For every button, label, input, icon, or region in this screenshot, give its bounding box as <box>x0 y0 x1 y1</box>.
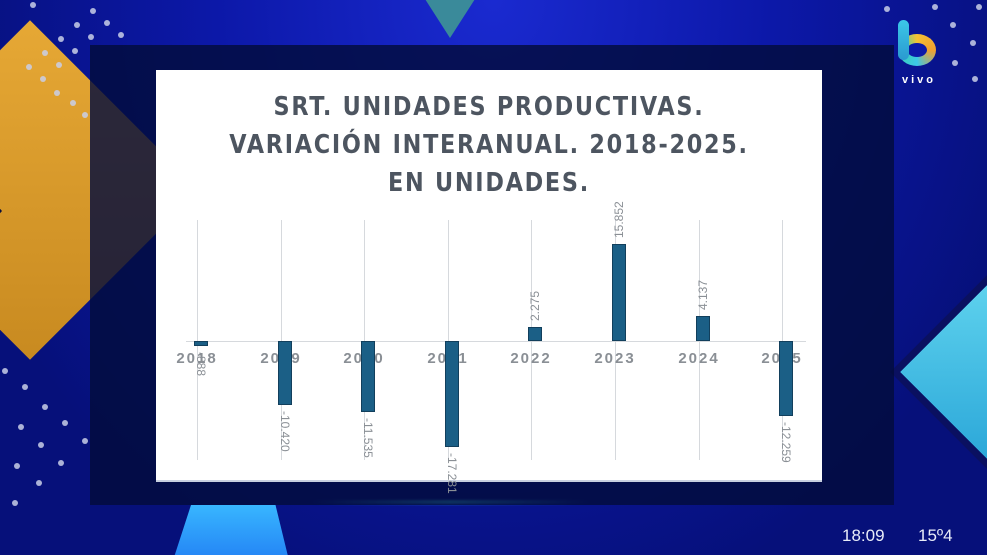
decorative-cyan-diamond <box>890 270 987 474</box>
data-value-label: 2.275 <box>528 290 542 321</box>
data-bar <box>696 316 710 341</box>
data-bar <box>445 341 459 447</box>
chart-title: SRT. UNIDADES PRODUCTIVAS. VARIACIÓN INT… <box>203 88 776 202</box>
vertical-gridline <box>197 220 198 460</box>
broadcast-clock: 18:09 <box>842 526 885 545</box>
broadcast-temperature: 15º4 <box>918 526 953 545</box>
data-value-label: -11.535 <box>361 418 375 458</box>
data-value-label: -10.420 <box>278 411 292 452</box>
decorative-dark-arrow <box>0 175 2 247</box>
data-value-label: 15.852 <box>612 201 626 238</box>
chart-title-line-2: VARIACIÓN INTERANUAL. 2018-2025. <box>229 130 749 160</box>
vertical-gridline <box>364 220 365 460</box>
x-axis-label: 2023 <box>594 350 636 367</box>
data-value-label: -888 <box>194 352 208 377</box>
channel-logo-text: vivo <box>902 74 937 86</box>
data-bar <box>194 341 208 346</box>
logo-b-stem-icon <box>898 20 909 60</box>
data-bar <box>361 341 375 412</box>
x-axis-label: 2024 <box>678 350 720 367</box>
data-bar <box>612 244 626 341</box>
decorative-cyan-shape <box>165 505 295 555</box>
data-bar <box>528 327 542 341</box>
data-value-label: -17.281 <box>445 453 459 494</box>
zero-axis-line <box>186 341 806 342</box>
vertical-gridline <box>281 220 282 460</box>
data-value-label: 4.137 <box>696 279 710 310</box>
chart-title-line-3: EN UNIDADES. <box>388 168 590 198</box>
chart-title-line-1: SRT. UNIDADES PRODUCTIVAS. <box>273 92 705 122</box>
data-value-label: -12.259 <box>779 422 793 463</box>
x-axis-label: 2022 <box>510 350 552 367</box>
x-axis-label: 2018 <box>176 350 218 367</box>
logo-b-ring-icon <box>898 34 936 66</box>
data-bar <box>779 341 793 416</box>
vertical-gridline <box>782 220 783 460</box>
bar-chart-plot: 2018-8882019-10.4202020-11.5352021-17.28… <box>156 70 822 494</box>
chart-card: SRT. UNIDADES PRODUCTIVAS. VARIACIÓN INT… <box>156 70 822 494</box>
channel-logo <box>896 20 940 76</box>
decorative-triangle-top <box>400 0 500 38</box>
vertical-gridline <box>448 220 449 460</box>
data-bar <box>278 341 292 405</box>
